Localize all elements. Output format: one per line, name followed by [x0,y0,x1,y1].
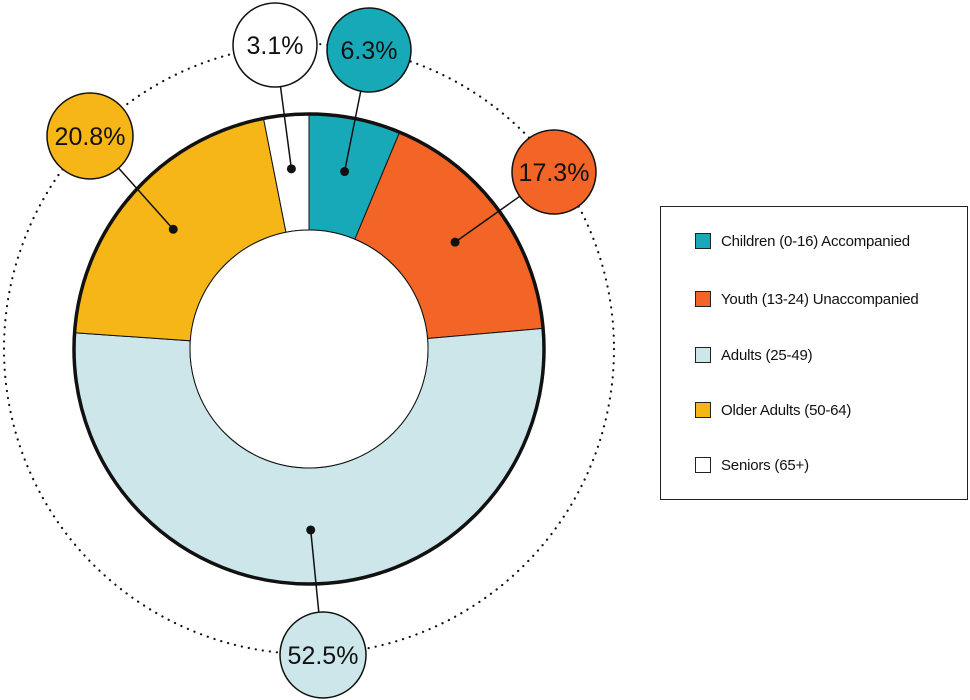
value-label-children: 6.3% [341,37,398,65]
legend-label-children: Children (0-16) Accompanied [721,232,910,250]
legend-swatch-older-adults [695,402,711,418]
anchor-dot-adults [306,525,316,535]
anchor-dot-older-adults [168,224,178,234]
legend-item-youth: Youth (13-24) Unaccompanied [695,289,919,309]
callout-bubble-youth [511,129,597,215]
anchor-dot-children [340,167,350,177]
anchor-dot-seniors [286,164,296,174]
legend-label-seniors: Seniors (65+) [721,456,809,474]
legend-item-seniors: Seniors (65+) [695,455,809,475]
outer-dotted-ring [2,42,616,656]
donut-slices [72,112,546,586]
legend-swatch-adults [695,347,711,363]
chart-legend: Children (0-16) Accompanied Youth (13-24… [660,206,968,500]
callout-bubble-adults [279,611,367,699]
callout-bubble-older-adults [46,92,134,180]
donut-hole [189,229,429,469]
legend-swatch-children [695,233,711,249]
callout-bubble-children [326,7,412,93]
value-label-seniors: 3.1% [247,32,304,60]
donut-outer-border [72,112,546,586]
legend-item-older-adults: Older Adults (50-64) [695,400,851,420]
value-label-older-adults: 20.8% [55,123,126,151]
legend-swatch-seniors [695,457,711,473]
legend-item-adults: Adults (25-49) [695,345,813,365]
value-label-youth: 17.3% [519,159,590,187]
callouts: 6.3% 17.3% 52.5% 20.8% 3.1% [46,2,597,699]
legend-label-youth: Youth (13-24) Unaccompanied [721,290,919,308]
anchor-dot-youth [450,237,460,247]
legend-label-adults: Adults (25-49) [721,346,813,364]
legend-label-older-adults: Older Adults (50-64) [721,401,852,419]
legend-item-children: Children (0-16) Accompanied [695,231,910,251]
callout-bubble-seniors [232,2,318,88]
legend-swatch-youth [695,291,711,307]
value-label-adults: 52.5% [288,642,359,670]
